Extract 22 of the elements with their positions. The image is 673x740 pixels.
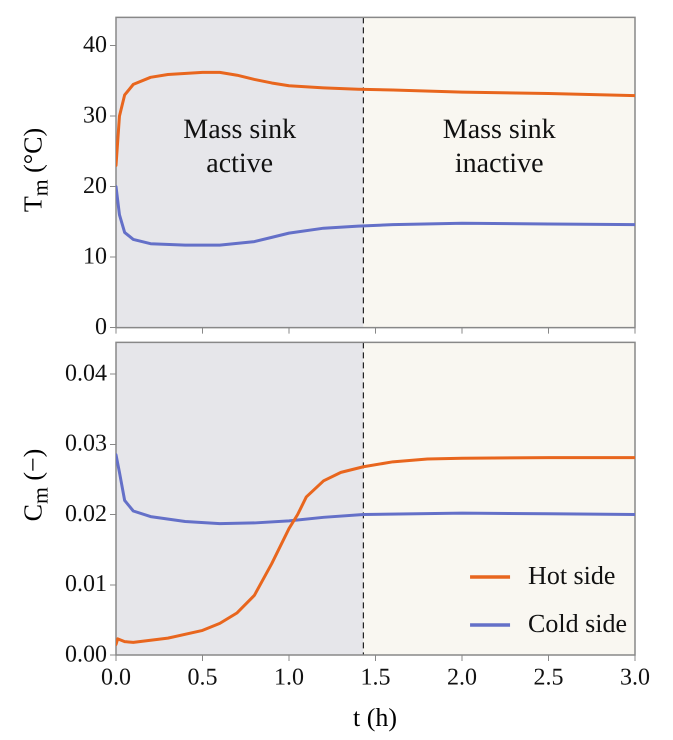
y-tick-label: 10 [83,243,107,270]
legend-label: Hot side [528,560,616,590]
x-tick-label: 1.5 [360,664,390,691]
y-tick-label: 0.02 [65,500,107,527]
y-tick-label: 30 [83,102,107,128]
x-tick-label: 2.0 [447,664,477,691]
y-tick-label: 0.01 [65,571,107,598]
x-tick-label: 3.0 [620,664,650,691]
x-tick-label: 0.5 [188,664,218,691]
y-tick-label: 20 [83,172,107,199]
y-tick-label: 40 [83,32,107,58]
x-tick-label: 0.0 [101,664,131,691]
y-tick-label: 0.04 [65,360,107,386]
legend-label: Cold side [528,608,628,638]
x-tick-label: 2.5 [534,664,564,691]
x-tick-label: 1.0 [274,664,304,691]
y-tick-label: 0.00 [65,641,107,668]
annotation: Mass sink inactive [442,114,556,180]
x-axis-title: t (h) [352,703,398,733]
y-tick-label: 0.03 [65,430,107,457]
annotation: Mass sink active [183,114,296,180]
y-tick-label: 0 [95,314,107,340]
